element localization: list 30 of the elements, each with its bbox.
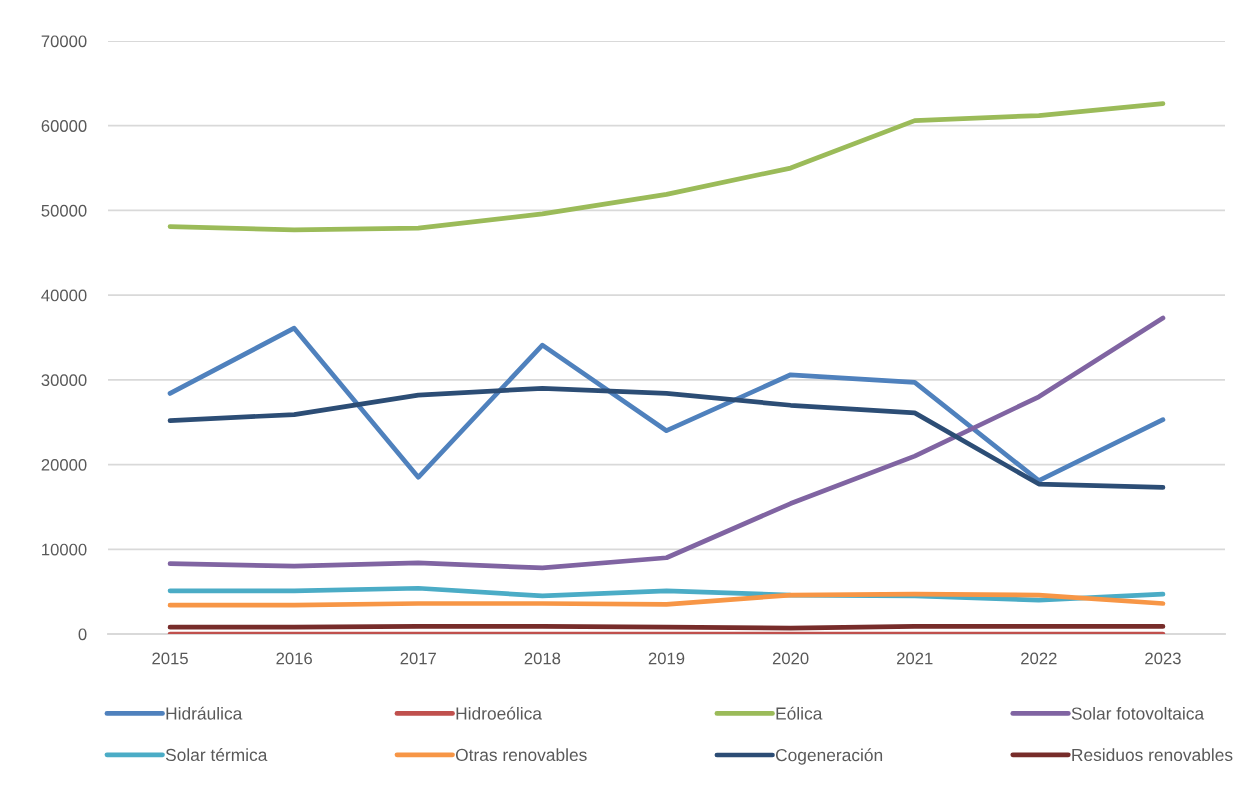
line-series	[167, 591, 1166, 608]
y-tick-label: 50000	[41, 204, 87, 217]
y-tick-label: 70000	[41, 35, 87, 48]
legend-label: Hidráulica	[166, 706, 243, 720]
x-tick-label: 2016	[276, 652, 312, 665]
line-series	[167, 315, 1166, 571]
legend-label: Hidroeólica	[456, 706, 542, 720]
line-series	[167, 385, 1166, 490]
x-tick-label: 2017	[400, 652, 436, 665]
y-tick-label: 10000	[42, 543, 87, 556]
y-tick-label: 0	[78, 628, 87, 641]
line-series	[167, 325, 1166, 484]
legend-label: Solar fotovoltaica	[1071, 706, 1205, 720]
x-tick-label: 2022	[1021, 652, 1057, 665]
x-tick-label: 2020	[772, 652, 809, 665]
line-series	[167, 101, 1166, 233]
legend-label: Eólica	[776, 706, 823, 720]
legend-label: Solar térmica	[165, 748, 268, 762]
y-tick-label: 30000	[41, 374, 87, 387]
x-tick-label: 2019	[648, 652, 685, 665]
legend-label: Residuos renovables	[1072, 748, 1233, 762]
x-tick-label: 2021	[897, 652, 933, 665]
y-tick-label: 60000	[41, 120, 87, 132]
y-tick-label: 20000	[41, 458, 87, 471]
x-tick-label: 2023	[1145, 652, 1181, 665]
y-tick-label: 40000	[41, 289, 87, 302]
legend-label: Cogeneración	[775, 748, 883, 765]
x-tick-label: 2018	[524, 652, 561, 665]
legend-label: Otras renovables	[455, 748, 587, 762]
x-tick-label: 2015	[152, 652, 188, 665]
